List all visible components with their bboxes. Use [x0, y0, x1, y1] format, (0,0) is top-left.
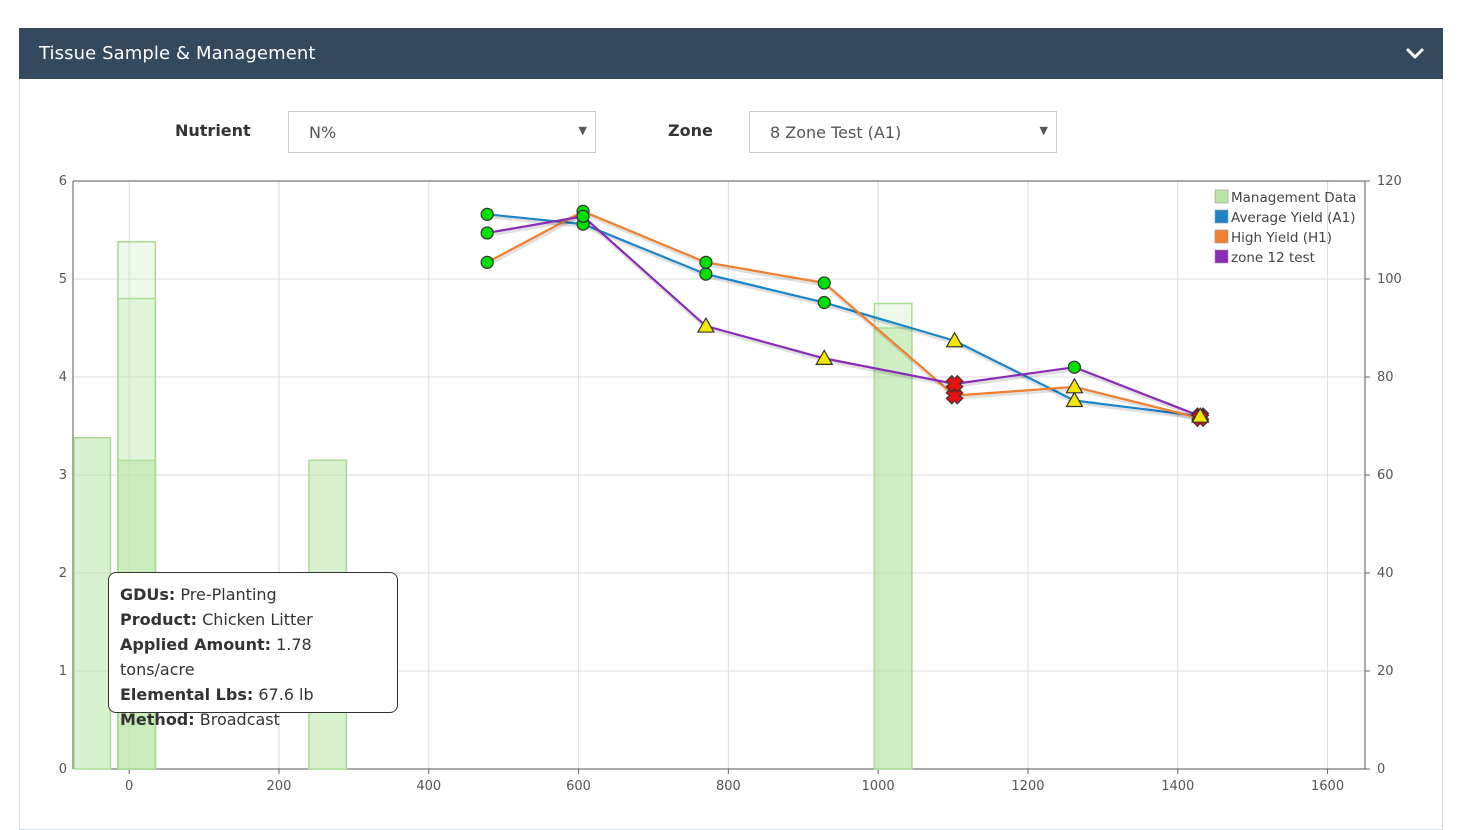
- data-point-ok: [699, 255, 713, 269]
- nutrient-select[interactable]: N% ▼: [288, 111, 596, 153]
- tooltip-value: 1.78 tons/acre: [120, 635, 312, 679]
- x-tick-label: 600: [566, 779, 591, 794]
- data-point-warning: [696, 316, 715, 333]
- y-left-tick-label: 5: [59, 272, 67, 287]
- data-point-warning: [945, 331, 964, 348]
- legend-label: Average Yield (A1): [1231, 210, 1356, 226]
- x-tick-label: 1600: [1311, 779, 1344, 794]
- management-tooltip: GDUs: Pre-Planting Product: Chicken Litte…: [108, 572, 398, 729]
- tooltip-key: Product:: [120, 610, 197, 629]
- y-right-tick-label: 40: [1377, 566, 1394, 581]
- dropdown-caret-icon: ▼: [578, 124, 587, 137]
- zone-select[interactable]: 8 Zone Test (A1) ▼: [749, 111, 1057, 153]
- y-left-tick-label: 6: [59, 174, 67, 189]
- data-point-ok: [576, 209, 590, 223]
- tooltip-value: Pre-Planting: [175, 585, 277, 604]
- panel-title: Tissue Sample & Management: [39, 43, 316, 64]
- legend-label: Management Data: [1231, 190, 1356, 206]
- data-point-ok: [699, 267, 713, 281]
- tooltip-key: Applied Amount:: [120, 635, 272, 654]
- zone-select-value: 8 Zone Test (A1): [770, 123, 902, 142]
- legend-swatch: [1214, 209, 1229, 224]
- x-tick-label: 1400: [1161, 779, 1194, 794]
- y-right-tick-label: 80: [1377, 370, 1394, 385]
- management-bar: [73, 437, 112, 770]
- data-point-ok: [480, 226, 494, 240]
- x-tick-label: 1000: [862, 779, 895, 794]
- tooltip-key: Method:: [120, 710, 195, 729]
- tooltip-value: Chicken Litter: [196, 610, 313, 629]
- data-point-warning: [1065, 377, 1084, 394]
- dropdown-caret-icon: ▼: [1039, 124, 1048, 137]
- y-left-tick-label: 4: [59, 370, 67, 385]
- tooltip-key: GDUs:: [120, 585, 176, 604]
- legend-swatch: [1214, 229, 1229, 244]
- data-point-ok: [480, 255, 494, 269]
- chevron-down-icon[interactable]: [1403, 42, 1427, 66]
- y-left-tick-label: 0: [59, 762, 67, 777]
- data-point-critical: [945, 374, 964, 393]
- tooltip-key: Elemental Lbs:: [120, 685, 254, 704]
- legend-label: zone 12 test: [1231, 250, 1315, 266]
- data-point-warning: [1065, 391, 1084, 408]
- y-left-tick-label: 2: [59, 566, 67, 581]
- x-tick-label: 1200: [1011, 779, 1044, 794]
- x-tick-label: 0: [125, 779, 133, 794]
- tooltip-value: 67.6 lb: [253, 685, 314, 704]
- y-left-tick-label: 3: [59, 468, 67, 483]
- y-right-tick-label: 20: [1377, 664, 1394, 679]
- data-point-warning: [815, 349, 834, 365]
- y-right-tick-label: 120: [1377, 174, 1402, 189]
- zone-label: Zone: [668, 121, 713, 140]
- nutrient-select-value: N%: [309, 123, 337, 142]
- legend-label: High Yield (H1): [1231, 230, 1332, 246]
- data-point-ok: [480, 207, 494, 221]
- data-point-warning: [1191, 406, 1210, 423]
- data-point-ok: [817, 295, 831, 310]
- y-right-tick-label: 0: [1377, 762, 1385, 777]
- legend-swatch: [1214, 189, 1229, 204]
- data-point-ok: [817, 276, 831, 290]
- panel-header[interactable]: Tissue Sample & Management: [19, 28, 1443, 79]
- x-tick-label: 800: [716, 779, 741, 794]
- tooltip-row: Elemental Lbs: 67.6 lb: [120, 682, 386, 707]
- x-tick-label: 400: [416, 779, 441, 794]
- management-bar: [873, 327, 913, 770]
- nutrient-label: Nutrient: [175, 121, 251, 140]
- legend-swatch: [1214, 249, 1229, 264]
- x-tick-label: 200: [267, 779, 292, 794]
- tooltip-row: Applied Amount: 1.78 tons/acre: [120, 632, 386, 682]
- tooltip-row: Method: Broadcast: [120, 707, 386, 732]
- tooltip-row: Product: Chicken Litter: [120, 607, 386, 632]
- y-right-tick-label: 60: [1377, 468, 1394, 483]
- tooltip-value: Broadcast: [194, 710, 280, 729]
- tooltip-row: GDUs: Pre-Planting: [120, 582, 386, 607]
- y-left-tick-label: 1: [59, 664, 67, 679]
- y-right-tick-label: 100: [1377, 272, 1402, 287]
- management-bar: [873, 302, 913, 770]
- data-point-ok: [1067, 360, 1081, 374]
